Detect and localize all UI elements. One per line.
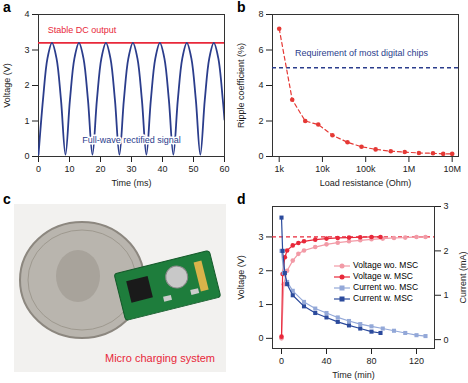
svg-text:Full-wave rectified signal: Full-wave rectified signal <box>82 135 181 145</box>
svg-text:Stable DC output: Stable DC output <box>48 25 117 35</box>
svg-text:40: 40 <box>321 356 331 366</box>
svg-text:0: 0 <box>279 356 284 366</box>
svg-text:Current (mA): Current (mA) <box>458 251 468 303</box>
svg-text:Ripple coefficient (%): Ripple coefficient (%) <box>236 43 246 128</box>
svg-text:0: 0 <box>258 151 263 161</box>
svg-text:30: 30 <box>126 164 136 174</box>
html-text:a: a <box>3 0 11 15</box>
html-text:Current w. MSC: Current w. MSC <box>353 293 413 303</box>
svg-text:Time (min): Time (min) <box>332 370 375 380</box>
html-text:b: b <box>237 0 246 15</box>
svg-text:2: 2 <box>258 116 263 126</box>
svg-text:80: 80 <box>366 356 376 366</box>
svg-text:Voltage (V): Voltage (V) <box>236 255 246 300</box>
html-text:Voltage wo. MSC: Voltage wo. MSC <box>353 260 419 270</box>
html-text:c: c <box>3 191 11 207</box>
svg-text:Time (ms): Time (ms) <box>111 178 151 188</box>
svg-text:8: 8 <box>258 9 263 19</box>
svg-text:3: 3 <box>24 45 29 55</box>
svg-text:10M: 10M <box>443 164 461 174</box>
svg-text:120: 120 <box>409 356 424 366</box>
svg-text:3: 3 <box>258 232 263 242</box>
html-text:Current wo. MSC: Current wo. MSC <box>353 282 419 292</box>
svg-text:3: 3 <box>444 201 449 211</box>
html-text:d: d <box>237 191 246 207</box>
svg-text:20: 20 <box>95 164 105 174</box>
svg-text:Micro charging system: Micro charging system <box>105 352 215 364</box>
svg-text:60: 60 <box>219 164 229 174</box>
svg-text:10k: 10k <box>315 164 330 174</box>
svg-text:50: 50 <box>188 164 198 174</box>
svg-text:2: 2 <box>258 266 263 276</box>
svg-text:Load resistance (Ohm): Load resistance (Ohm) <box>320 178 412 188</box>
svg-text:2: 2 <box>444 246 449 256</box>
svg-text:1: 1 <box>258 299 263 309</box>
svg-text:40: 40 <box>157 164 167 174</box>
svg-text:0: 0 <box>444 335 449 345</box>
svg-text:1k: 1k <box>274 164 284 174</box>
svg-text:1: 1 <box>444 290 449 300</box>
svg-text:2: 2 <box>24 80 29 90</box>
svg-text:Requirement of most digital ch: Requirement of most digital chips <box>295 48 429 58</box>
svg-text:0: 0 <box>24 151 29 161</box>
svg-text:1: 1 <box>24 116 29 126</box>
svg-text:4: 4 <box>258 80 263 90</box>
svg-text:6: 6 <box>258 45 263 55</box>
svg-text:100k: 100k <box>356 164 376 174</box>
svg-text:0: 0 <box>36 164 41 174</box>
svg-text:10: 10 <box>64 164 74 174</box>
svg-text:Voltage (V): Voltage (V) <box>2 63 12 108</box>
svg-text:1M: 1M <box>403 164 416 174</box>
svg-text:0: 0 <box>258 333 263 343</box>
svg-text:4: 4 <box>24 9 29 19</box>
html-text:Voltage w. MSC: Voltage w. MSC <box>353 271 413 281</box>
